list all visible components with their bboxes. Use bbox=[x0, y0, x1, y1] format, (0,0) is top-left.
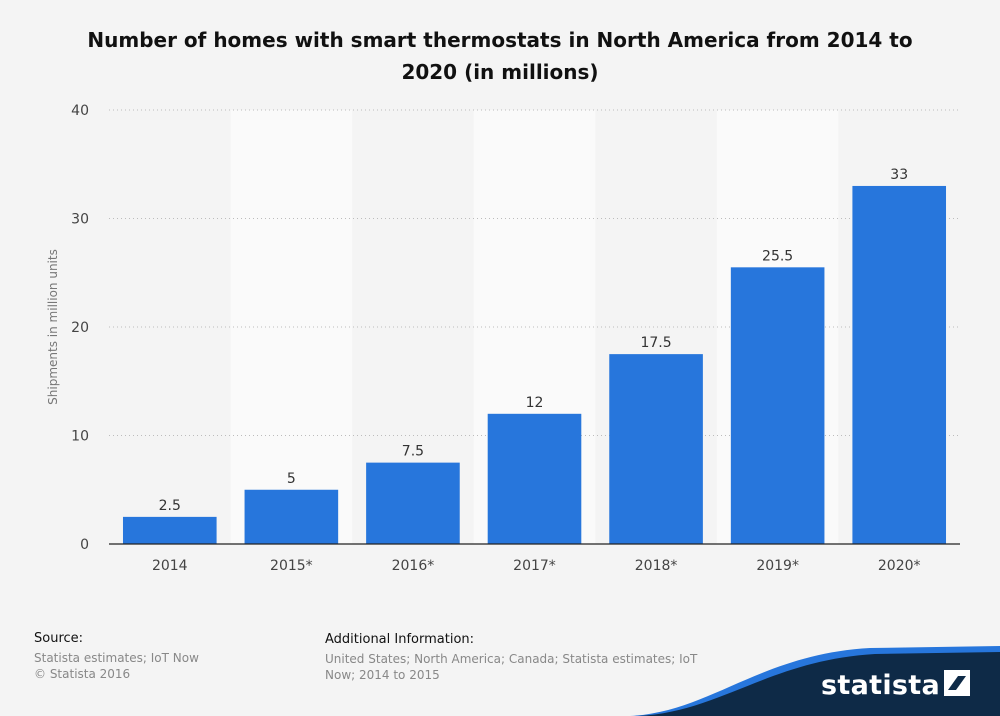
y-tick-label: 30 bbox=[71, 212, 89, 228]
data-label: 7.5 bbox=[402, 444, 424, 460]
data-label: 12 bbox=[526, 395, 544, 411]
bar[interactable] bbox=[609, 354, 703, 544]
copyright-line: © Statista 2016 bbox=[34, 667, 131, 681]
bar[interactable] bbox=[487, 413, 582, 544]
x-tick-label: 2020* bbox=[878, 558, 921, 574]
x-tick-label: 2017* bbox=[513, 558, 556, 574]
bars bbox=[122, 185, 947, 544]
source-heading: Source: bbox=[34, 631, 84, 646]
y-tick-label: 40 bbox=[71, 103, 89, 119]
x-axis-ticks: 2014 2015* 2016* 2017* 2018* 2019* 2020* bbox=[152, 558, 921, 574]
info-line: United States; North America; Canada; St… bbox=[325, 652, 698, 666]
x-tick-label: 2014 bbox=[152, 558, 188, 574]
y-tick-label: 20 bbox=[71, 320, 89, 336]
source-line: Statista estimates; IoT Now bbox=[34, 651, 199, 665]
y-tick-label: 10 bbox=[71, 429, 89, 445]
x-tick-label: 2015* bbox=[270, 558, 313, 574]
column-band bbox=[230, 110, 353, 544]
statista-brand[interactable]: statista bbox=[630, 646, 1000, 716]
bar[interactable] bbox=[366, 462, 460, 544]
data-labels: 2.5 5 7.5 12 17.5 25.5 33 bbox=[159, 167, 908, 514]
additional-info-block: Additional Information: United States; N… bbox=[325, 632, 705, 683]
bar[interactable] bbox=[730, 267, 825, 544]
source-block: Source: Statista estimates; IoT Now © St… bbox=[34, 631, 199, 682]
statista-logo-text: statista bbox=[821, 670, 940, 701]
bar[interactable] bbox=[852, 185, 947, 544]
y-axis-ticks: 0 10 20 30 40 bbox=[71, 103, 89, 553]
data-label: 33 bbox=[890, 167, 908, 183]
info-heading: Additional Information: bbox=[325, 632, 475, 647]
x-tick-label: 2018* bbox=[635, 558, 678, 574]
data-label: 2.5 bbox=[159, 498, 181, 514]
statista-logo-icon bbox=[944, 670, 970, 696]
x-tick-label: 2019* bbox=[756, 558, 799, 574]
x-tick-label: 2016* bbox=[392, 558, 435, 574]
data-label: 17.5 bbox=[640, 335, 671, 351]
y-tick-label: 0 bbox=[80, 537, 89, 553]
brand-wave bbox=[630, 646, 1000, 716]
info-line: Now; 2014 to 2015 bbox=[325, 668, 440, 682]
chart-title: Number of homes with smart thermostats i… bbox=[87, 28, 913, 84]
y-axis-label: Shipments in million units bbox=[46, 249, 60, 405]
data-label: 5 bbox=[287, 471, 296, 487]
bar[interactable] bbox=[244, 489, 339, 544]
data-label: 25.5 bbox=[762, 248, 793, 264]
bar[interactable] bbox=[122, 516, 217, 544]
